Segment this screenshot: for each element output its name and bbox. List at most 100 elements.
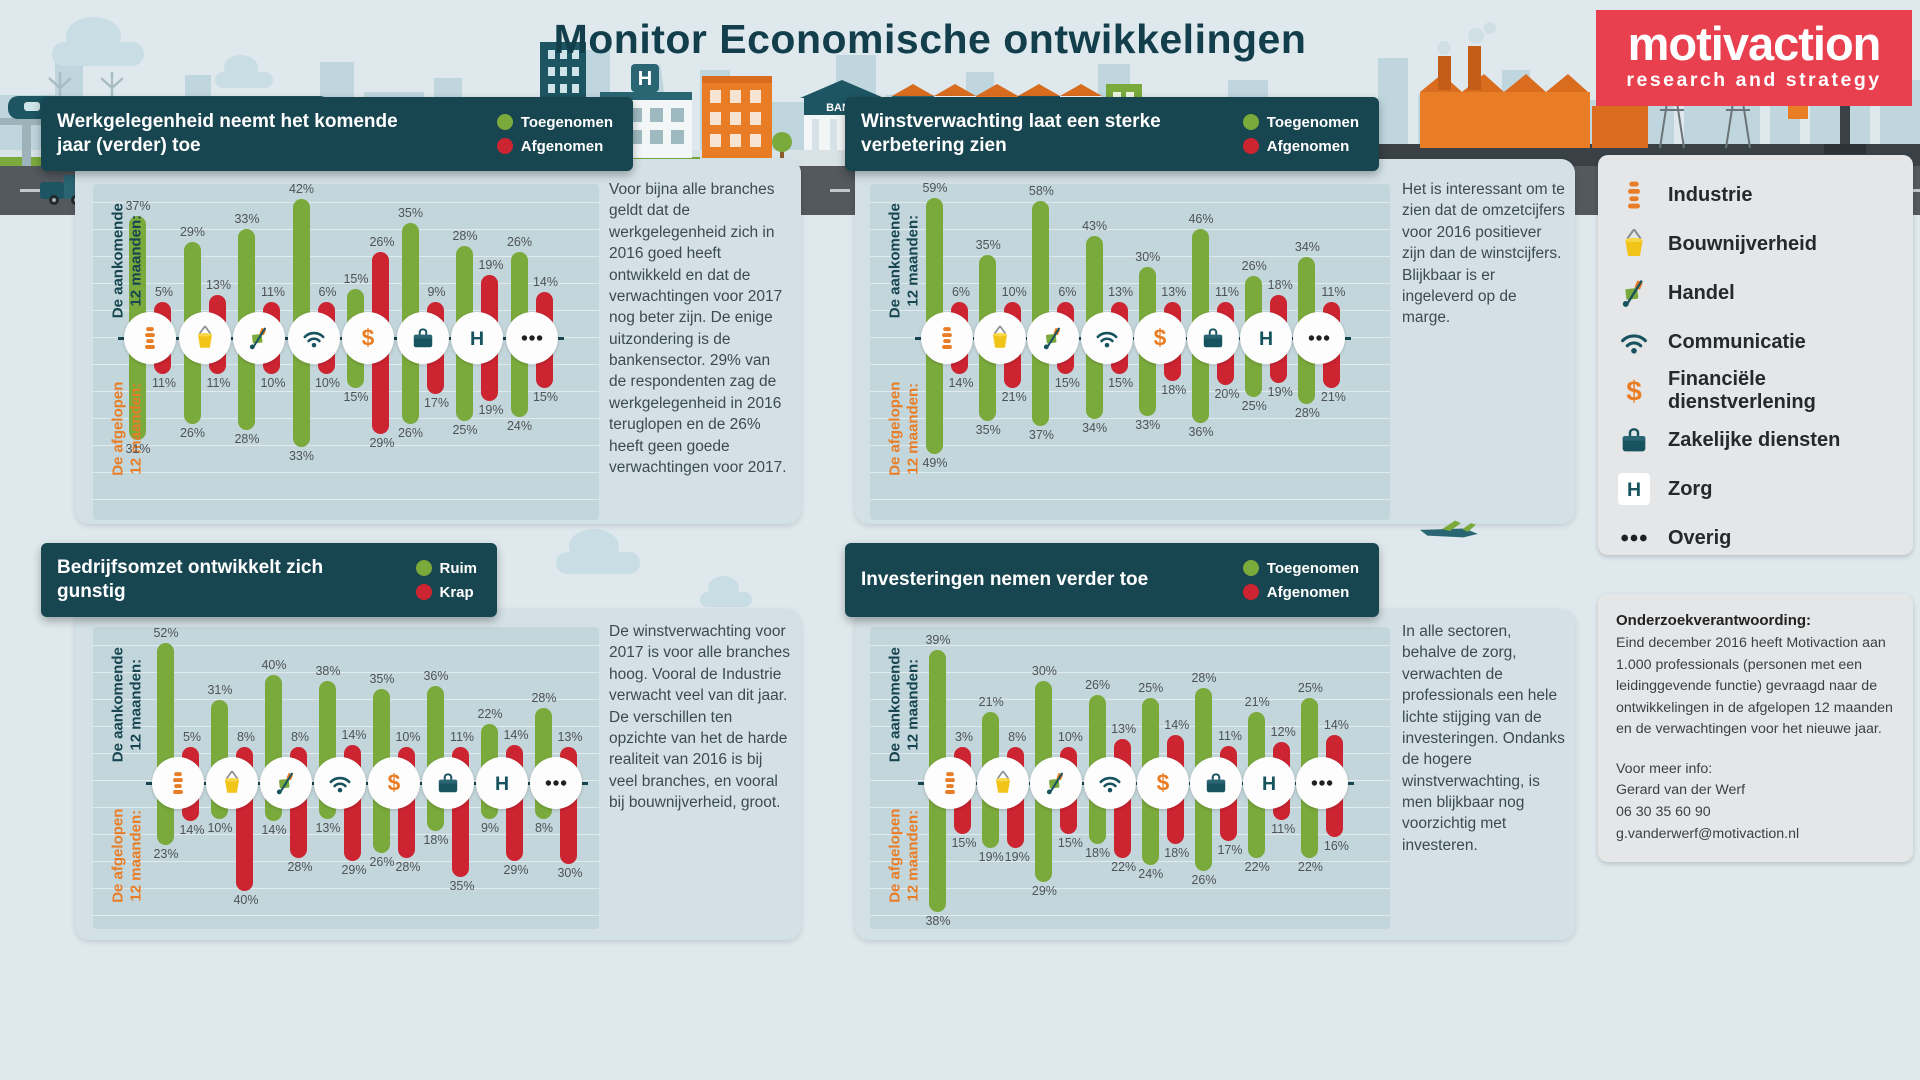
bar-value-label: 18% [1161, 382, 1187, 397]
bar-value-label: 33% [234, 212, 260, 227]
bar-value-label: 24% [1138, 866, 1164, 881]
bar-green-up [926, 198, 943, 344]
category-axis [146, 781, 588, 785]
sidebar-item-bouwnijverheid: Bouwnijverheid [1614, 226, 1897, 262]
gridline [93, 229, 599, 230]
bar-value-label: 17% [423, 396, 450, 411]
bar-value-label: 13% [205, 278, 232, 293]
category-icon-zorg: H [451, 312, 503, 364]
axis-label-upcoming: De aankomende 12 maanden: [886, 203, 921, 319]
bar-value-label: 35% [397, 205, 424, 220]
gridline [93, 915, 599, 916]
bar-value-label: 26% [179, 425, 206, 440]
bar-value-label: 15% [1057, 836, 1083, 850]
bar-value-label: 18% [1267, 278, 1293, 293]
bar-value-label: 11% [260, 284, 286, 299]
contact-email: g.vanderwerf@motivaction.nl [1616, 825, 1800, 842]
sidebar-item-label: Bouwnijverheid [1668, 232, 1817, 255]
legend-label: Toegenomen [520, 113, 613, 131]
panel-paragraph-winstverwachting: Het is interessant om te zien dat de omz… [1402, 181, 1565, 327]
bar-green-down [929, 777, 946, 913]
panel-title: Werkgelegenheid neemt het komende jaar (… [57, 111, 398, 156]
bar-value-label: 10% [314, 376, 341, 390]
category-icon-industrie [152, 757, 204, 809]
bar-value-label: 10% [260, 376, 286, 390]
bar-value-label: 39% [925, 633, 951, 648]
sidebar-item-handel: Handel [1614, 275, 1897, 311]
gridline [93, 861, 599, 862]
bar-value-label: 35% [369, 671, 395, 686]
bar-value-label: 30% [1135, 249, 1161, 264]
gridline [93, 391, 599, 392]
bar-value-label: 26% [506, 235, 533, 250]
bar-value-label: 14% [1164, 718, 1190, 733]
panel-header-winstverwachting: Winstverwachting laat een sterke verbete… [845, 97, 1379, 171]
gridline [870, 915, 1390, 916]
bar-value-label: 19% [978, 849, 1004, 864]
bar-value-label: 22% [477, 706, 503, 721]
sidebar-item-label: Overig [1668, 526, 1732, 549]
category-icon-overig [1293, 312, 1346, 364]
bar-value-label: 25% [1297, 681, 1323, 695]
legend-dot-red [415, 584, 432, 600]
gridline [870, 888, 1390, 889]
legend-item: Toegenomen [496, 113, 613, 131]
bar-value-label: 34% [1294, 240, 1320, 255]
financieel-icon: $ [1614, 375, 1654, 407]
legend-label: Ruim [439, 559, 478, 577]
bar-value-label: 35% [449, 879, 475, 894]
category-icon-bouwnijverheid [206, 757, 258, 809]
bar-value-label: 8% [534, 821, 554, 835]
category-icon-communicatie [1083, 757, 1136, 809]
bar-value-label: 19% [1004, 849, 1030, 864]
category-axis [918, 781, 1355, 785]
bar-value-label: 31% [207, 682, 233, 697]
category-icon-handel [1027, 312, 1080, 364]
bar-value-label: 15% [532, 389, 559, 404]
bar-value-label: 10% [395, 730, 421, 744]
bar-value-label: 33% [1135, 418, 1161, 433]
bar-value-label: 11% [1271, 822, 1296, 837]
legend-label: Toegenomen [1266, 113, 1359, 131]
bar-value-label: 20% [1214, 387, 1240, 402]
bar-value-label: 17% [1217, 842, 1243, 857]
legend-label: Afgenomen [1266, 137, 1350, 155]
category-icon-industrie [921, 312, 973, 364]
legend-item: Krap [415, 584, 478, 601]
category-icon-bouwnijverheid [178, 312, 231, 364]
category-icon-handel [1030, 757, 1083, 809]
svg-text:H: H [638, 68, 652, 90]
category-icon-financieel: $ [1133, 312, 1186, 364]
gridline [93, 202, 599, 203]
bar-value-label: 3% [954, 730, 974, 744]
bar-value-label: 28% [452, 228, 478, 243]
svg-text:H: H [1262, 773, 1276, 795]
sidebar-item-communicatie: Communicatie [1614, 324, 1897, 360]
legend-item: Toegenomen [1242, 113, 1359, 131]
gridline [870, 726, 1390, 727]
category-axis [118, 336, 564, 340]
panel-legend: Toegenomen Afgenomen [1242, 113, 1363, 155]
category-icon-overig [505, 312, 558, 364]
gridline [93, 472, 599, 473]
bar-value-label: 25% [452, 422, 478, 437]
bar-value-label: 26% [397, 425, 424, 440]
bar-value-label: 28% [1191, 670, 1217, 685]
bar-value-label: 21% [1001, 389, 1027, 404]
panel-legend: Ruim Krap [415, 559, 482, 601]
axis-label-past: De afgelopen 12 maanden: [886, 808, 921, 903]
bar-value-label: 8% [236, 730, 256, 744]
gridline [870, 364, 1390, 365]
bar-value-label: 10% [1001, 285, 1027, 299]
svg-text:$: $ [1626, 375, 1642, 406]
category-icon-handel [260, 757, 312, 809]
category-icon-zorg: H [476, 757, 528, 809]
overig-icon [1614, 522, 1654, 554]
bar-value-label: 26% [1191, 873, 1217, 888]
sidebar-item-zakelijk: Zakelijke diensten [1614, 422, 1897, 458]
sidebar-item-label: Handel [1668, 281, 1735, 304]
panel-paragraph-werkgelegenheid: Voor bijna alle branches geldt dat de we… [609, 181, 787, 476]
legend-dot-red [1242, 138, 1259, 154]
axis-label-past: De afgelopen 12 maanden: [109, 381, 144, 476]
bar-value-label: 15% [1108, 376, 1134, 390]
